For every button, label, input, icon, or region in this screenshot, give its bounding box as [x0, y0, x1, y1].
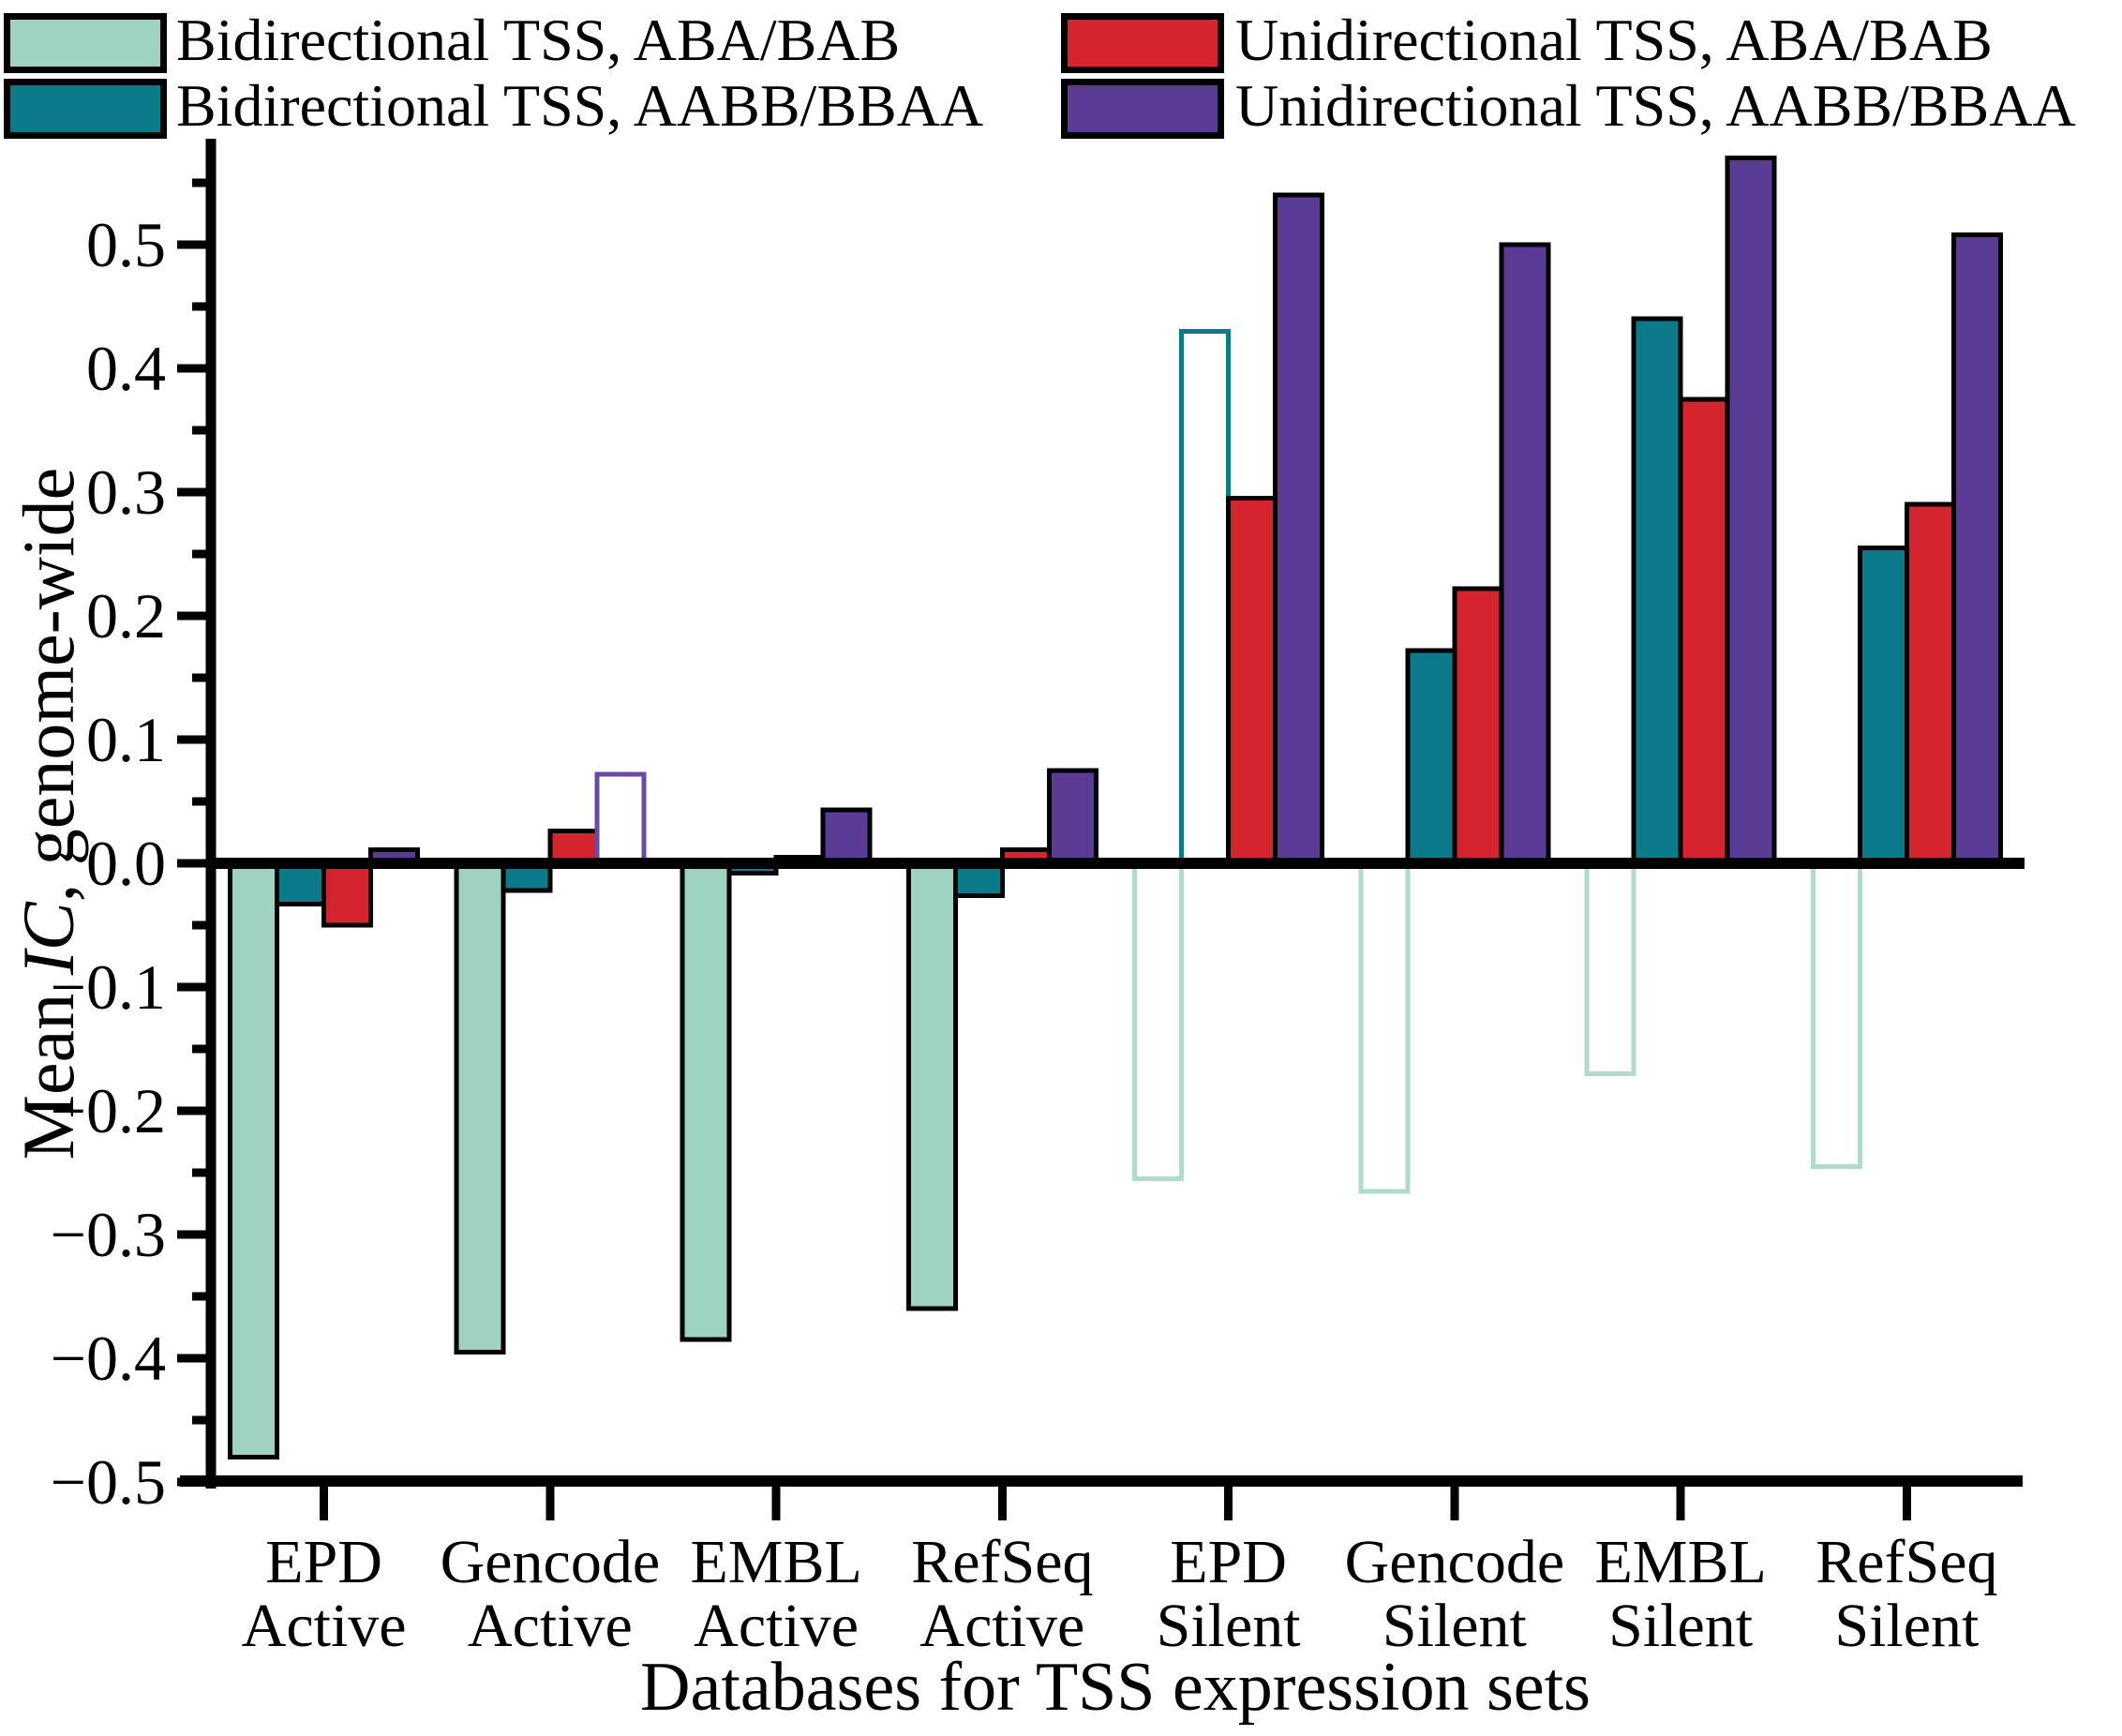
y-axis-title: Mean IC, genome-wide: [2, 336, 96, 1292]
y-major-tick: [177, 1354, 211, 1363]
y-axis-title-prefix: Mean: [7, 975, 89, 1160]
legend-swatch-bidirectional-aabb: [4, 79, 167, 139]
y-minor-tick: [192, 797, 211, 806]
y-minor-tick: [192, 302, 211, 311]
y-tick-label: 0.0: [86, 828, 166, 899]
legend-swatch-bidirectional-aba: [4, 13, 167, 73]
y-major-tick: [177, 982, 211, 992]
x-category-label: EMBL Active: [690, 1528, 861, 1660]
legend-label: Unidirectional TSS, AABB/BBAA: [1235, 72, 2076, 139]
y-minor-tick: [192, 1415, 211, 1425]
y-minor-tick: [192, 1168, 211, 1177]
bar: [321, 861, 374, 928]
zero-axis-line: [211, 858, 2025, 869]
legend-swatch-unidirectional-aba: [1061, 13, 1224, 73]
x-category-label: Gencode Active: [441, 1528, 661, 1660]
y-minor-tick: [192, 426, 211, 435]
x-axis-title: Databases for TSS expression sets: [640, 1649, 1591, 1726]
y-axis-title-italic: IC: [7, 902, 89, 976]
y-tick-label: 0.5: [86, 209, 166, 280]
bar: [1226, 496, 1278, 866]
bar: [1046, 768, 1098, 866]
bar: [1499, 242, 1551, 866]
bar: [820, 807, 873, 866]
bar-hollow: [1179, 328, 1232, 866]
bar: [1857, 545, 1909, 866]
y-tick-label: 0.3: [86, 456, 166, 528]
bar: [1725, 156, 1777, 866]
y-major-tick: [177, 735, 211, 744]
y-axis-line: [205, 139, 217, 1489]
y-major-tick: [177, 1106, 211, 1115]
bar-hollow: [1810, 861, 1862, 1169]
bar-hollow: [1132, 861, 1185, 1182]
legend-label: Bidirectional TSS, ABA/BAB: [176, 7, 901, 73]
x-tick: [1902, 1487, 1911, 1520]
y-tick-label: −0.4: [51, 1323, 166, 1394]
y-axis-title-suffix: , genome-wide: [7, 467, 89, 903]
x-category-label: Gencode Silent: [1345, 1528, 1565, 1660]
y-minor-tick: [192, 178, 211, 187]
y-major-tick: [177, 1230, 211, 1239]
x-axis-line: [180, 1475, 2023, 1487]
y-tick-label: −0.5: [51, 1446, 166, 1518]
bar: [905, 861, 958, 1311]
bar: [1631, 316, 1683, 866]
bar: [1273, 192, 1325, 866]
legend-swatch-unidirectional-aabb: [1061, 79, 1224, 139]
y-tick-label: −0.3: [51, 1199, 166, 1270]
y-major-tick: [177, 859, 211, 868]
legend-label: Bidirectional TSS, AABB/BBAA: [176, 72, 984, 139]
bar: [228, 861, 280, 1460]
x-tick: [545, 1487, 555, 1520]
x-tick: [1450, 1487, 1459, 1520]
y-tick-label: 0.1: [86, 704, 166, 775]
legend-label: Unidirectional TSS, ABA/BAB: [1235, 7, 1993, 73]
x-tick: [997, 1487, 1007, 1520]
y-major-tick: [177, 487, 211, 497]
bar-hollow: [1358, 861, 1411, 1194]
x-category-label: EPD Active: [242, 1528, 407, 1660]
bar: [1950, 232, 2003, 866]
x-tick: [320, 1487, 329, 1520]
y-minor-tick: [192, 1292, 211, 1301]
y-major-tick: [177, 611, 211, 621]
bar: [1405, 648, 1457, 866]
bar-hollow: [1584, 861, 1636, 1076]
y-minor-tick: [192, 1044, 211, 1054]
bar: [1452, 586, 1504, 866]
y-minor-tick: [192, 920, 211, 930]
y-major-tick: [177, 1477, 211, 1487]
y-minor-tick: [192, 549, 211, 559]
bar: [680, 861, 732, 1342]
x-category-label: EMBL Silent: [1594, 1528, 1766, 1660]
y-tick-label: −0.2: [51, 1075, 166, 1146]
x-tick: [1676, 1487, 1685, 1520]
x-tick: [771, 1487, 781, 1520]
y-tick-label: −0.1: [51, 951, 166, 1023]
bar-hollow: [594, 771, 647, 866]
bar: [454, 861, 506, 1354]
x-category-label: RefSeq Silent: [1816, 1528, 1997, 1660]
y-major-tick: [177, 240, 211, 249]
x-category-label: EPD Silent: [1157, 1528, 1301, 1660]
bar: [1904, 501, 1956, 866]
y-minor-tick: [192, 673, 211, 682]
bar: [1678, 397, 1730, 866]
x-category-label: RefSeq Active: [911, 1528, 1093, 1660]
y-tick-label: 0.4: [86, 333, 166, 404]
bar: [275, 861, 327, 907]
y-tick-label: 0.2: [86, 580, 166, 651]
x-tick: [1224, 1487, 1233, 1520]
y-major-tick: [177, 364, 211, 373]
